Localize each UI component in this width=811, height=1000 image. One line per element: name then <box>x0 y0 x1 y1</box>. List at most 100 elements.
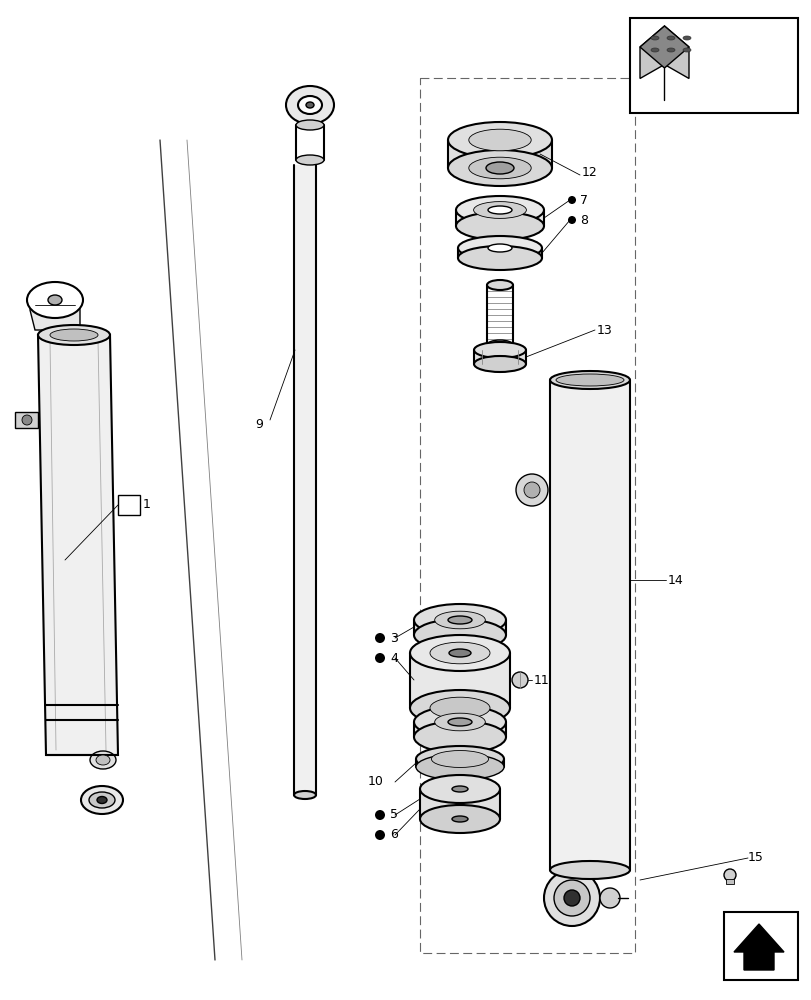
Circle shape <box>543 870 599 926</box>
Bar <box>414 620 505 635</box>
Circle shape <box>375 830 384 840</box>
Bar <box>118 495 139 515</box>
Circle shape <box>599 888 620 908</box>
Bar <box>414 722 505 737</box>
Ellipse shape <box>89 792 115 808</box>
Bar <box>415 759 504 767</box>
Ellipse shape <box>434 713 485 731</box>
Ellipse shape <box>473 202 526 218</box>
Polygon shape <box>639 26 689 68</box>
Ellipse shape <box>448 150 551 186</box>
Ellipse shape <box>410 690 509 726</box>
Ellipse shape <box>682 36 690 40</box>
Ellipse shape <box>96 755 109 765</box>
Circle shape <box>553 880 590 916</box>
Circle shape <box>375 653 384 663</box>
Ellipse shape <box>50 329 98 341</box>
Circle shape <box>564 890 579 906</box>
Circle shape <box>723 869 735 881</box>
Circle shape <box>375 810 384 820</box>
Text: 2 = ●: 2 = ● <box>729 58 775 73</box>
Ellipse shape <box>410 635 509 671</box>
Bar <box>456 210 543 226</box>
Ellipse shape <box>430 642 489 664</box>
Ellipse shape <box>296 120 324 130</box>
Text: 5: 5 <box>389 808 397 821</box>
Ellipse shape <box>448 649 470 657</box>
Ellipse shape <box>294 791 315 799</box>
Ellipse shape <box>22 415 32 425</box>
Text: 9: 9 <box>255 418 263 432</box>
Text: 13: 13 <box>596 324 612 336</box>
Ellipse shape <box>474 342 526 358</box>
Bar <box>410 653 509 708</box>
Text: KIT: KIT <box>666 65 681 74</box>
Ellipse shape <box>468 157 530 179</box>
Ellipse shape <box>549 371 629 389</box>
Ellipse shape <box>434 611 485 629</box>
Ellipse shape <box>414 721 505 753</box>
Text: 10: 10 <box>367 775 384 788</box>
Ellipse shape <box>415 746 504 772</box>
Bar <box>474 350 526 364</box>
Ellipse shape <box>452 786 467 792</box>
Text: 15: 15 <box>747 851 763 864</box>
Text: 12: 12 <box>581 166 597 179</box>
Bar <box>419 789 500 819</box>
Ellipse shape <box>650 36 659 40</box>
Circle shape <box>375 633 384 643</box>
Text: 8: 8 <box>579 214 587 227</box>
Bar <box>725 879 733 884</box>
Polygon shape <box>733 924 783 970</box>
Ellipse shape <box>97 796 107 803</box>
Bar <box>549 380 629 870</box>
Ellipse shape <box>468 129 530 151</box>
Ellipse shape <box>448 718 471 726</box>
Ellipse shape <box>414 604 505 636</box>
Ellipse shape <box>456 212 543 240</box>
Ellipse shape <box>296 155 324 165</box>
Ellipse shape <box>487 340 513 350</box>
Text: KIT: KIT <box>642 65 656 74</box>
Ellipse shape <box>666 48 674 52</box>
Ellipse shape <box>81 786 122 814</box>
Circle shape <box>568 216 575 224</box>
Bar <box>457 248 541 258</box>
Ellipse shape <box>27 282 83 318</box>
Ellipse shape <box>448 122 551 158</box>
Ellipse shape <box>48 295 62 305</box>
Bar <box>448 140 551 168</box>
Ellipse shape <box>38 325 109 345</box>
Ellipse shape <box>298 96 322 114</box>
Ellipse shape <box>419 805 500 833</box>
Ellipse shape <box>448 616 471 624</box>
Text: 4: 4 <box>389 652 397 664</box>
Ellipse shape <box>682 48 690 52</box>
Ellipse shape <box>556 374 623 386</box>
Ellipse shape <box>419 775 500 803</box>
Ellipse shape <box>666 36 674 40</box>
Text: 11: 11 <box>534 674 549 686</box>
Polygon shape <box>15 412 38 428</box>
Ellipse shape <box>650 48 659 52</box>
Bar <box>419 78 634 953</box>
Ellipse shape <box>452 816 467 822</box>
Bar <box>294 165 315 795</box>
Ellipse shape <box>457 246 541 270</box>
Ellipse shape <box>430 697 489 719</box>
Ellipse shape <box>306 102 314 108</box>
Ellipse shape <box>415 754 504 780</box>
Circle shape <box>515 474 547 506</box>
Polygon shape <box>38 335 118 755</box>
Ellipse shape <box>457 236 541 260</box>
Ellipse shape <box>486 162 513 174</box>
Ellipse shape <box>474 356 526 372</box>
Bar <box>629 18 797 113</box>
Ellipse shape <box>487 206 512 214</box>
Ellipse shape <box>431 751 488 767</box>
Ellipse shape <box>414 619 505 651</box>
Polygon shape <box>639 26 689 79</box>
Ellipse shape <box>90 751 116 769</box>
Text: 7: 7 <box>579 194 587 207</box>
Circle shape <box>568 196 575 204</box>
